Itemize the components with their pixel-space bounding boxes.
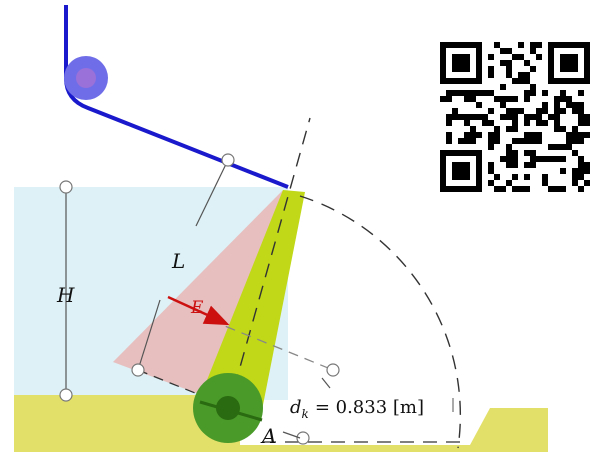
gate-plate: [199, 190, 305, 410]
ground-base: [14, 395, 548, 452]
length-label: L: [171, 249, 185, 273]
height-label: H: [56, 283, 75, 307]
hinge-inner: [216, 396, 240, 420]
distance-tick: [321, 377, 331, 389]
distance-handle-bottom[interactable]: [296, 431, 310, 445]
length-dimension-handle[interactable]: [221, 153, 235, 167]
triangle-support-line: [137, 299, 161, 371]
perpendicular-dashed: [209, 319, 334, 371]
rope: [64, 5, 289, 189]
distance-tick-2: [282, 431, 301, 439]
force-arrow: [167, 295, 230, 326]
gate-axis-dashed: [227, 117, 311, 411]
rotation-arc: [299, 195, 462, 449]
distance-subscript: k: [302, 407, 309, 421]
distance-value: = 0.833 [m]: [315, 397, 424, 418]
hinge-label: A: [260, 424, 276, 448]
distance-handle-top[interactable]: [326, 363, 340, 377]
height-bottom-handle[interactable]: [59, 388, 73, 402]
hinge-bar: [199, 400, 263, 422]
distance-symbol: d: [290, 397, 302, 418]
triangle-corner-handle[interactable]: [131, 363, 145, 377]
length-dimension-line: [195, 159, 229, 227]
pulley-center: [76, 68, 96, 88]
force-label: E: [190, 298, 204, 318]
distance-label: dk = 0.833 [m]: [290, 397, 424, 421]
qr-code: [440, 42, 590, 192]
height-top-handle[interactable]: [59, 180, 73, 194]
